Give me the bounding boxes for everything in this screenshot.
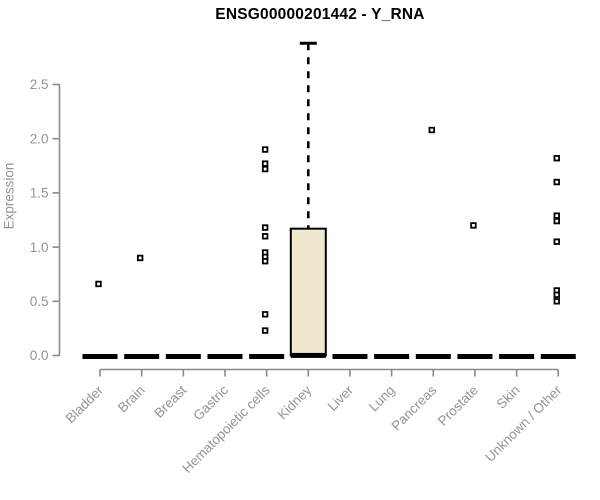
x-axis-tick-label: Unknown / Other bbox=[482, 382, 565, 465]
x-axis-tick-label: Prostate bbox=[435, 383, 481, 429]
outlier-point bbox=[553, 212, 560, 219]
outlier-point bbox=[553, 298, 560, 305]
median-line bbox=[165, 354, 201, 359]
x-axis-tick-label: Pancreas bbox=[388, 382, 439, 433]
outlier-point bbox=[261, 224, 269, 231]
median-line bbox=[540, 354, 576, 359]
outlier-point bbox=[261, 233, 269, 240]
x-axis-tick-label: Liver bbox=[325, 382, 357, 414]
y-axis-tick-label: 1.5 bbox=[30, 186, 49, 201]
x-axis-tick-label: Bladder bbox=[63, 382, 107, 426]
box bbox=[289, 227, 327, 357]
median-line bbox=[374, 354, 410, 359]
outlier-point bbox=[553, 155, 560, 162]
median-line bbox=[249, 354, 285, 359]
outlier-point bbox=[261, 327, 269, 334]
median-line bbox=[82, 354, 118, 359]
median-line bbox=[207, 354, 243, 359]
outlier-point bbox=[261, 146, 269, 153]
outlier-point bbox=[261, 160, 269, 167]
y-axis-tick-label: 1.0 bbox=[30, 240, 49, 255]
outlier-point bbox=[553, 178, 560, 186]
x-axis-tick-label: Lung bbox=[366, 383, 398, 415]
median-line bbox=[332, 354, 368, 359]
x-axis-tick-label: Brain bbox=[115, 383, 148, 416]
median-line bbox=[415, 354, 451, 359]
outlier-point bbox=[95, 280, 102, 288]
chart-title: ENSG00000201442 - Y_RNA bbox=[215, 6, 425, 23]
x-axis-tick-label: Breast bbox=[151, 382, 189, 420]
x-axis-tick-label: Skin bbox=[494, 383, 523, 412]
x-axis-tick-label: Gastric bbox=[190, 382, 231, 423]
x-axis-tick-label: Kidney bbox=[275, 382, 315, 422]
outlier-point bbox=[261, 311, 269, 318]
outlier-point bbox=[553, 217, 560, 225]
median-line bbox=[124, 354, 160, 359]
outlier-point bbox=[470, 222, 477, 229]
outlier-point bbox=[261, 165, 269, 173]
median-line bbox=[499, 354, 535, 359]
y-axis-tick-label: 0.0 bbox=[30, 348, 49, 363]
y-axis-tick-label: 2.5 bbox=[30, 77, 49, 92]
outlier-point bbox=[261, 257, 269, 265]
outlier-point bbox=[428, 126, 435, 134]
outlier-point bbox=[553, 238, 560, 245]
y-axis-tick-label: 2.0 bbox=[30, 131, 49, 146]
median-line bbox=[290, 352, 326, 358]
y-axis-tick-label: 0.5 bbox=[30, 294, 49, 309]
median-line bbox=[457, 354, 493, 359]
outlier-point bbox=[553, 291, 560, 298]
outlier-point bbox=[136, 254, 144, 262]
